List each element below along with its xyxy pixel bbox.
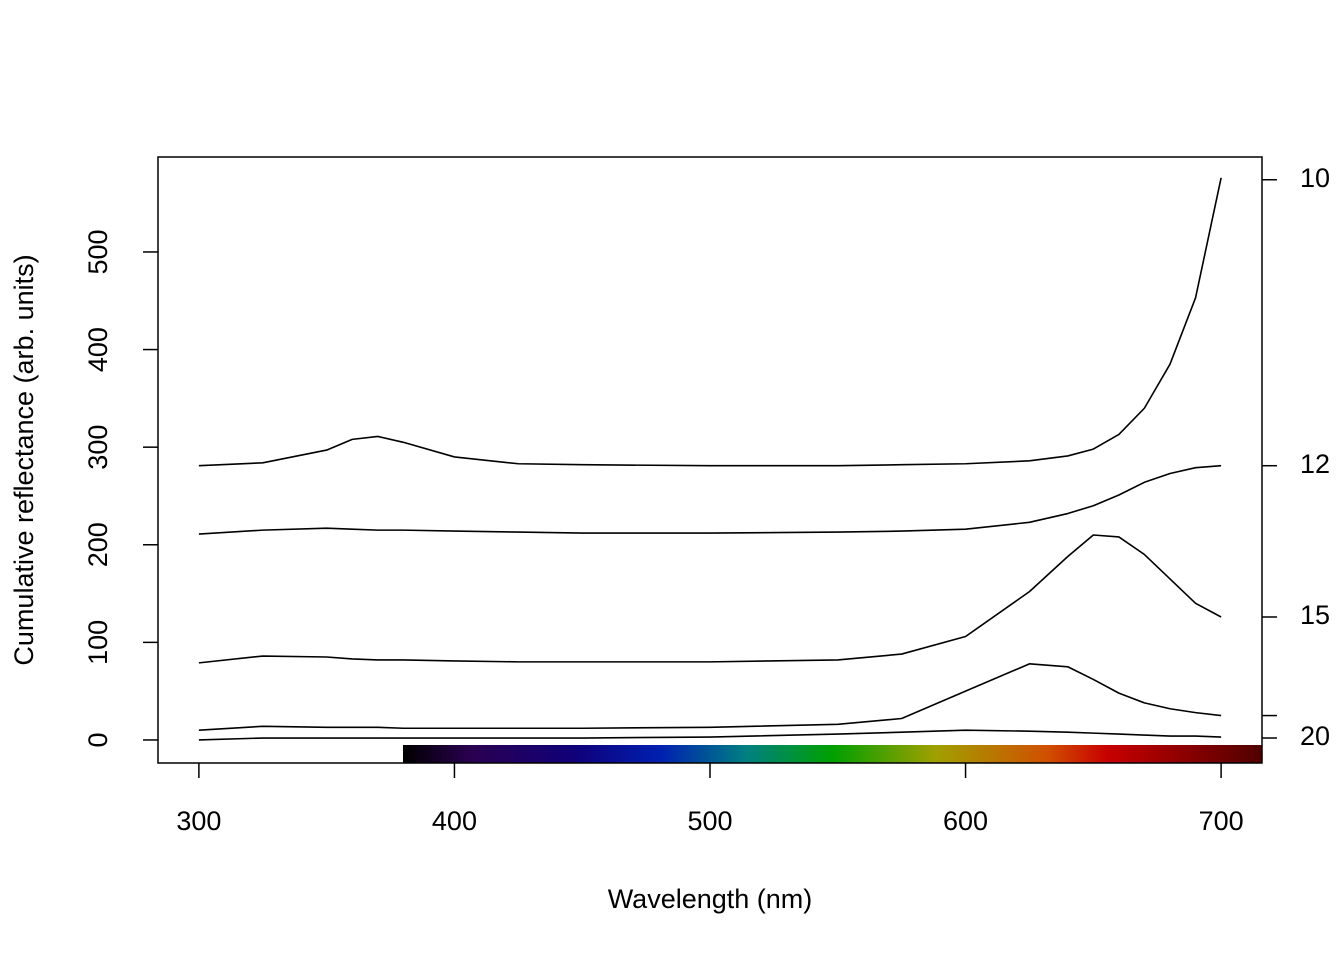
y-tick-label: 0 bbox=[83, 732, 113, 747]
data-line bbox=[198, 534, 1222, 664]
data-line bbox=[198, 729, 1222, 741]
y2-tick-label: 12 bbox=[1300, 449, 1330, 479]
spectrum-bar bbox=[403, 745, 1262, 763]
x-tick-label: 300 bbox=[176, 806, 221, 836]
data-line bbox=[198, 177, 1222, 467]
x-tick-label: 700 bbox=[1199, 806, 1244, 836]
y-tick-label: 300 bbox=[83, 425, 113, 470]
x-tick-label: 600 bbox=[943, 806, 988, 836]
x-tick-label: 400 bbox=[432, 806, 477, 836]
data-line bbox=[198, 464, 1222, 535]
y2-tick-label: 10 bbox=[1300, 163, 1330, 193]
y-tick-label: 100 bbox=[83, 620, 113, 665]
x-axis-label: Wavelength (nm) bbox=[608, 884, 813, 914]
y-tick-label: 500 bbox=[83, 229, 113, 274]
y-axis-label: Cumulative reflectance (arb. units) bbox=[9, 254, 39, 665]
y-tick-label: 200 bbox=[83, 522, 113, 567]
x-tick-label: 500 bbox=[687, 806, 732, 836]
y2-tick-label: 20 bbox=[1300, 721, 1330, 751]
plot-frame bbox=[157, 156, 1263, 764]
data-line bbox=[198, 663, 1222, 732]
y-tick-label: 400 bbox=[83, 327, 113, 372]
y2-tick-label: 15 bbox=[1300, 600, 1330, 630]
